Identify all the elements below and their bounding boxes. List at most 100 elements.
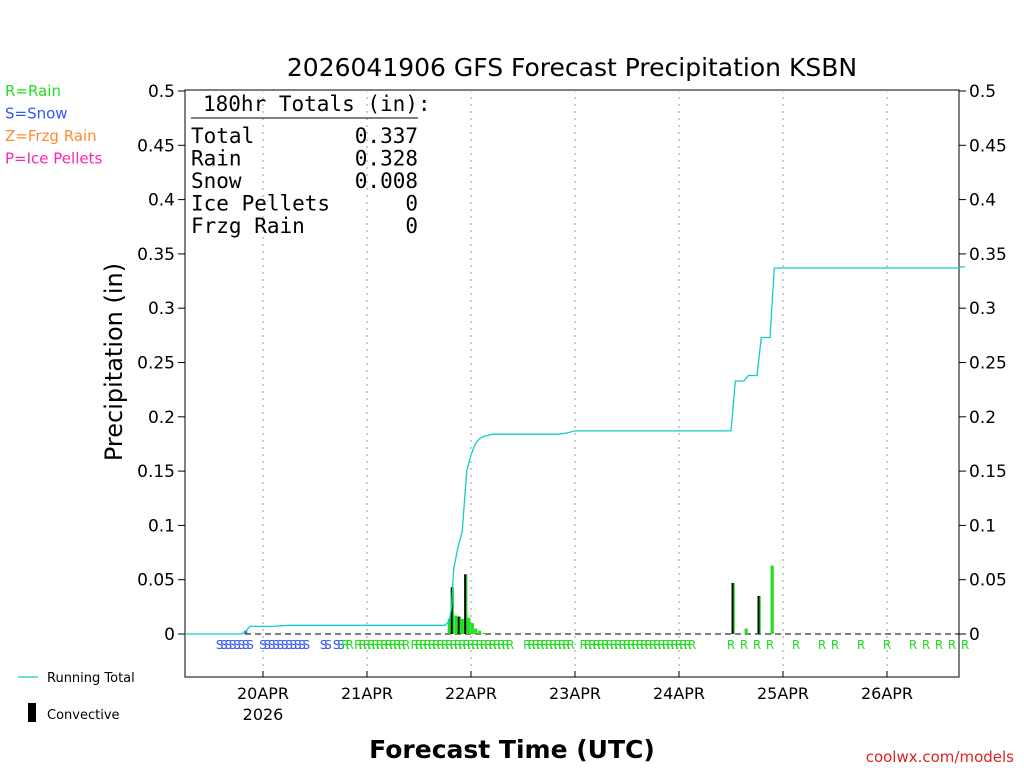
ptype-marker: R — [458, 638, 466, 652]
totals-label: Ice Pellets — [191, 192, 330, 216]
ptype-marker: R — [566, 638, 574, 652]
ptype-marker: S — [238, 638, 246, 652]
x-tick-label: 21APR — [341, 684, 393, 703]
ptype-marker: R — [670, 638, 678, 652]
ptype-marker: R — [363, 638, 371, 652]
running-total-legend-label: Running Total — [47, 671, 135, 686]
precip-type-legend: R=Rain S=Snow Z=Frzg Rain P=Ice Pellets — [5, 82, 102, 168]
x-tick-label: 24APR — [653, 684, 705, 703]
y-tick-label: 0.35 — [137, 245, 175, 265]
ptype-marker: S — [277, 638, 285, 652]
ptype-marker: R — [623, 638, 631, 652]
ptype-marker: R — [549, 638, 557, 652]
convective-bar — [731, 582, 734, 634]
y-tick-label: 0.2 — [969, 408, 996, 428]
ptype-marker: S — [324, 638, 332, 652]
ptype-marker: R — [428, 638, 436, 652]
y-tick-label: 0.4 — [969, 191, 996, 211]
y-tick-label: 0.1 — [969, 516, 996, 536]
x-axis: 20APR 2026 21APR 22APR 23APR 24APR 25APR 26APR — [237, 671, 913, 724]
ptype-marker: R — [389, 638, 397, 652]
ptype-marker: R — [441, 638, 449, 652]
y-tick-label: 0.25 — [969, 354, 1007, 374]
ptype-marker: R — [562, 638, 570, 652]
y-tick-label: 0.05 — [969, 571, 1007, 591]
y-tick-label: 0.4 — [148, 191, 175, 211]
credit-link[interactable]: coolwx.com/models — [866, 748, 1014, 766]
totals-label: Snow — [191, 169, 242, 193]
ptype-marker: S — [272, 638, 280, 652]
ptype-marker: R — [579, 638, 587, 652]
totals-value: 0.008 — [355, 169, 418, 193]
ptype-marker: R — [384, 638, 392, 652]
ptype-marker: R — [497, 638, 505, 652]
convective-bar — [757, 595, 760, 634]
ptype-marker: R — [484, 638, 492, 652]
ptype-marker: R — [445, 638, 453, 652]
totals-heading: 180hr Totals (in): — [203, 92, 431, 116]
ptype-marker: R — [345, 638, 353, 652]
totals-label: Rain — [191, 147, 242, 171]
ptype-marker: R — [553, 638, 561, 652]
ptype-marker: R — [610, 638, 618, 652]
y-tick-label: 0 — [164, 625, 175, 645]
y-tick-label: 0 — [969, 625, 980, 645]
ptype-marker: R — [640, 638, 648, 652]
ptype-marker: R — [614, 638, 622, 652]
ptype-marker: R — [480, 638, 488, 652]
plot-frame — [184, 89, 960, 678]
ptype-marker: S — [216, 638, 224, 652]
ptype-marker: R — [471, 638, 479, 652]
chart-title: 2026041906 GFS Forecast Precipitation KS… — [287, 53, 857, 82]
ptype-marker: R — [532, 638, 540, 652]
ptype-marker: R — [423, 638, 431, 652]
ptype-marker: R — [475, 638, 483, 652]
ptype-marker: R — [831, 638, 839, 652]
ptype-marker: R — [818, 638, 826, 652]
totals-box: 180hr Totals (in): Total 0.337 Rain 0.328 Sn… — [191, 92, 431, 238]
ptype-marker: R — [436, 638, 444, 652]
precip-bar — [482, 632, 486, 634]
ptype-marker: S — [264, 638, 272, 652]
ptype-marker: R — [536, 638, 544, 652]
convective-bar — [464, 574, 467, 634]
totals-label: Total — [191, 124, 254, 148]
ptype-marker: R — [588, 638, 596, 652]
ptype-marker: S — [233, 638, 241, 652]
ptype-marker: S — [229, 638, 237, 652]
ptype-marker: S — [285, 638, 293, 652]
ptype-marker: S — [290, 638, 298, 652]
ptype-marker: R — [727, 638, 735, 652]
y-tick-label: 0.2 — [148, 408, 175, 428]
ptype-marker: R — [740, 638, 748, 652]
ptype-marker: R — [540, 638, 548, 652]
ptype-marker: R — [948, 638, 956, 652]
legend-entry: S=Snow — [5, 105, 68, 123]
ptype-marker: S — [281, 638, 289, 652]
precip-bar — [770, 565, 774, 634]
y-tick-label: 0.5 — [969, 82, 996, 102]
ptype-marker: R — [597, 638, 605, 652]
ptype-marker: S — [246, 638, 254, 652]
y-tick-label: 0.45 — [969, 136, 1007, 156]
precip-bars — [244, 565, 774, 634]
ptype-marker: S — [225, 638, 233, 652]
precip-bar — [460, 618, 464, 634]
ptype-marker: R — [688, 638, 696, 652]
totals-value: 0.337 — [355, 124, 418, 148]
totals-label: Frzg Rain — [191, 214, 305, 238]
ptype-marker: R — [653, 638, 661, 652]
ptype-marker: R — [467, 638, 475, 652]
x-tick-sublabel: 2026 — [243, 705, 284, 724]
ptype-marker: S — [220, 638, 228, 652]
y-axis-left: 0 0.05 0.1 0.15 0.2 0.25 0.3 0.35 0.4 0.45 0.5 — [137, 82, 185, 645]
y-tick-label: 0.05 — [137, 571, 175, 591]
x-tick-label: 23APR — [549, 684, 601, 703]
convective-legend-label: Convective — [47, 708, 120, 723]
x-tick-label: 25APR — [757, 684, 809, 703]
ptype-marker: R — [909, 638, 917, 652]
ptype-marker: R — [371, 638, 379, 652]
x-axis-label: Forecast Time (UTC) — [369, 735, 655, 764]
ptype-marker: R — [631, 638, 639, 652]
